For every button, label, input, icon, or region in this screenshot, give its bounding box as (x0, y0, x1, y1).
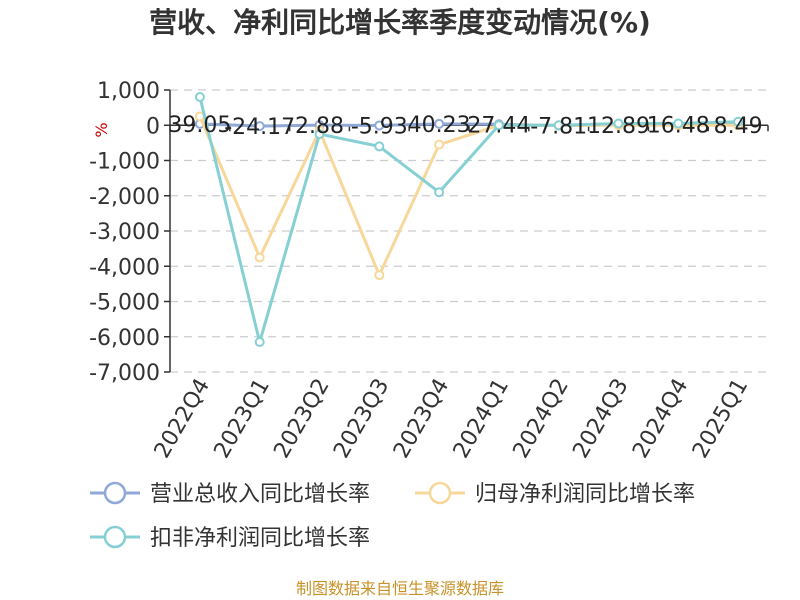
data-point (733, 116, 744, 127)
y-tick-label: -7,000 (89, 361, 160, 386)
data-label: 16.48 (647, 114, 710, 139)
data-point (493, 120, 504, 131)
data-point (673, 118, 684, 129)
data-label: 2.88 (295, 114, 344, 139)
y-tick-label: 1,000 (97, 79, 160, 104)
x-tick-label: 2023Q4 (389, 374, 454, 462)
series-line (198, 115, 739, 277)
chart-title: 营收、净利同比增长率季度变动情况(%) (149, 6, 651, 39)
x-tick-label: 2024Q2 (509, 375, 574, 463)
x-tick-label: 2025Q1 (688, 375, 753, 463)
y-tick-label: -6,000 (89, 326, 160, 351)
legend-marker (103, 481, 127, 505)
legend-label: 扣非净利润同比增长率 (150, 526, 370, 551)
data-point (613, 118, 624, 129)
legend-marker (103, 525, 127, 549)
x-tick-label: 2023Q2 (269, 375, 334, 463)
legend-label: 营业总收入同比增长率 (150, 482, 370, 507)
series-line (198, 96, 739, 344)
data-label: -5.93 (351, 114, 408, 139)
y-tick-labels: 1,000 0 -1,000 -2,000 -3,000 -4,000 -5,000 -6,0… (89, 79, 160, 386)
data-label: 39.05 (168, 113, 231, 138)
x-tick-label: 2024Q3 (568, 375, 633, 463)
data-point (434, 139, 445, 150)
data-label: 12.89 (587, 114, 650, 139)
y-tick-label: -5,000 (89, 291, 160, 316)
data-point (374, 141, 385, 152)
source-note: 制图数据来自恒生聚源数据库 (296, 579, 504, 598)
x-tick-label: 2023Q3 (329, 375, 394, 463)
x-tick-labels: 2022Q42023Q12023Q22023Q32023Q42024Q12024… (150, 374, 754, 462)
data-label: -7.81 (530, 115, 587, 140)
x-tick-label: 2023Q1 (210, 375, 275, 463)
data-point (374, 120, 385, 131)
x-tick-label: 2022Q4 (150, 375, 215, 463)
data-point (254, 121, 265, 132)
data-point (374, 270, 385, 281)
data-point (314, 129, 325, 140)
data-label: 40.23 (408, 113, 471, 138)
legend-label: 归母净利润同比增长率 (475, 482, 695, 507)
data-point (434, 187, 445, 198)
data-label: -24.17 (224, 115, 295, 140)
data-point (194, 92, 205, 103)
y-axis-unit: % (92, 122, 111, 137)
legend-marker (428, 481, 452, 505)
data-point (434, 118, 445, 129)
y-tick-label: -2,000 (89, 185, 160, 210)
data-point (254, 337, 265, 348)
y-tick-label: -3,000 (89, 220, 160, 245)
data-point (254, 252, 265, 263)
x-tick-label: 2024Q4 (628, 375, 693, 463)
y-tick-label: -4,000 (89, 255, 160, 280)
data-label: 27.44 (467, 113, 530, 138)
data-point (553, 120, 564, 131)
series-lines (194, 92, 744, 348)
x-tick-label: 2024Q1 (449, 375, 514, 463)
y-tick-label: -1,000 (89, 150, 160, 175)
y-tick-label: 0 (146, 114, 160, 139)
data-label: 8.49 (714, 114, 763, 139)
